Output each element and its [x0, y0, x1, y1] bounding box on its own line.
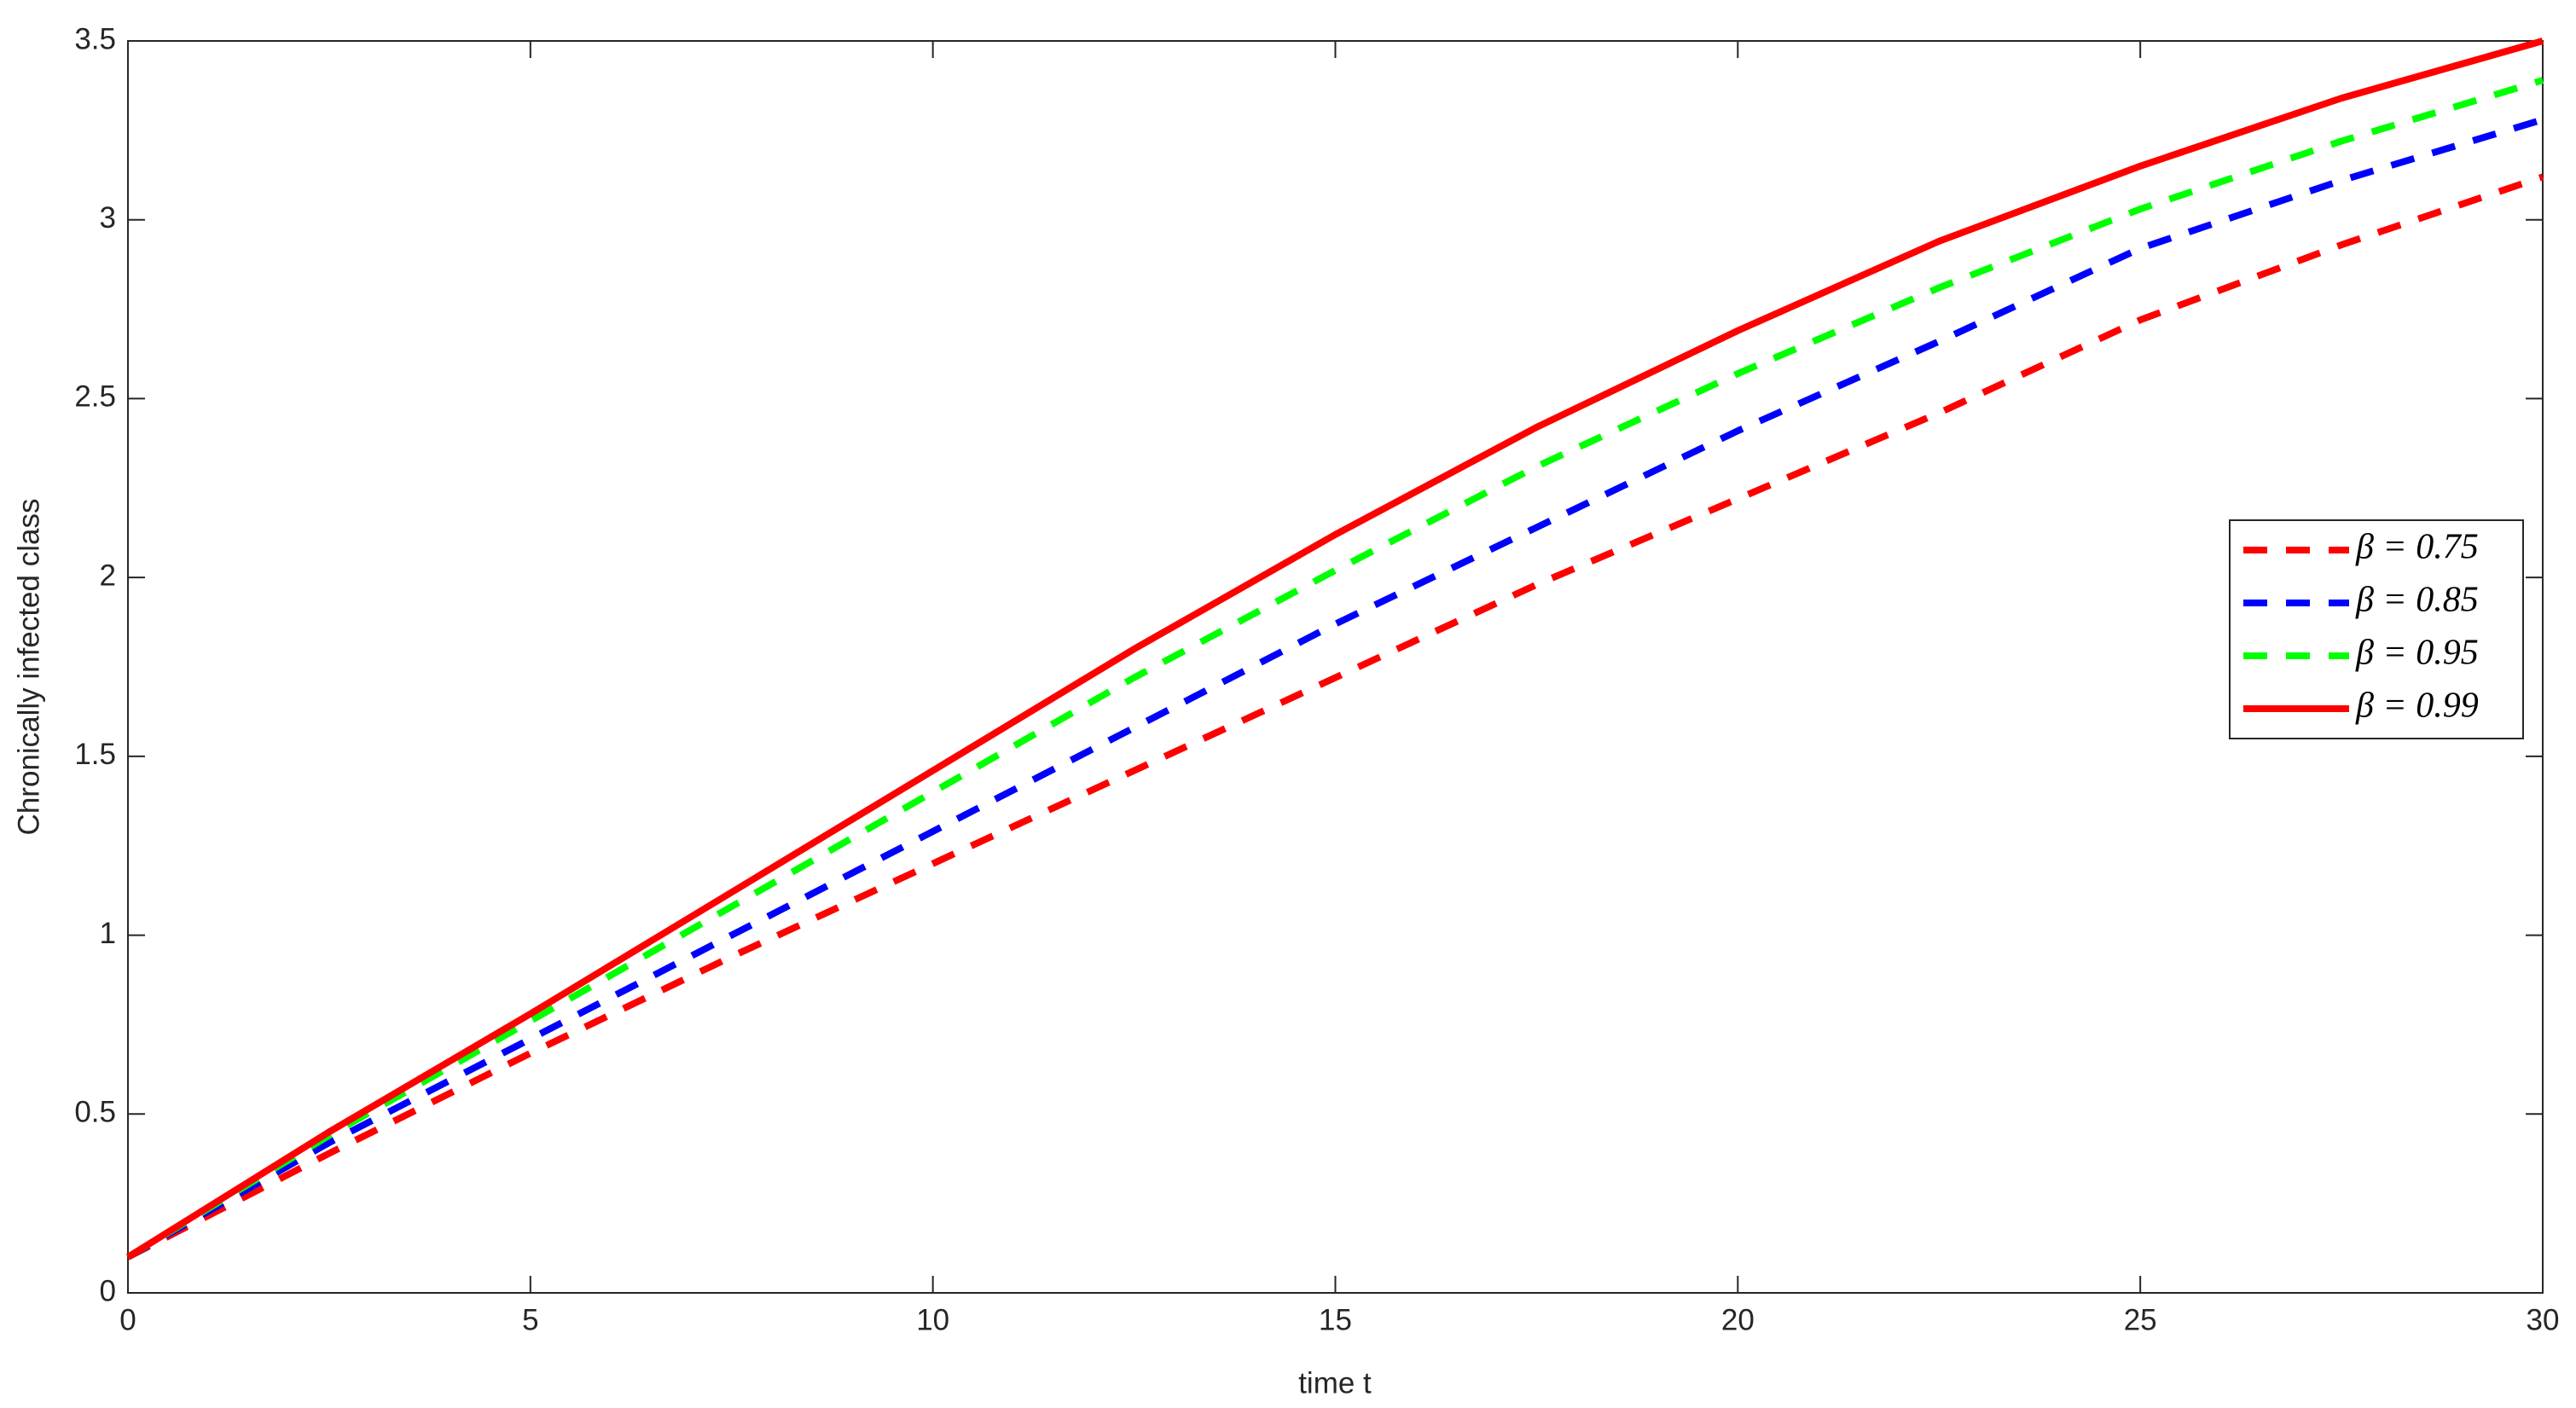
legend-label: β = 0.99 [2355, 687, 2479, 726]
x-tick-label: 25 [2124, 1303, 2157, 1336]
legend-label: β = 0.85 [2355, 581, 2479, 620]
series-line [125, 38, 2544, 1260]
legend-label: β = 0.75 [2355, 528, 2479, 567]
y-tick-label: 3.5 [74, 22, 116, 55]
series-line [126, 173, 2544, 1260]
y-tick-label: 1.5 [74, 738, 116, 771]
x-tick-label: 15 [1319, 1303, 1352, 1336]
y-tick-label: 3 [100, 201, 116, 235]
y-tick-label: 1 [100, 917, 116, 950]
x-tick-label: 10 [916, 1303, 949, 1336]
y-axis-label: Chronically infected class [12, 499, 45, 836]
x-axis-label: time t [1298, 1366, 1372, 1399]
plot-area [127, 40, 2544, 1294]
x-tick-label: 30 [2527, 1303, 2560, 1336]
y-tick-label: 0 [100, 1274, 116, 1307]
y-tick-label: 2.5 [74, 380, 116, 414]
x-tick-label: 5 [522, 1303, 538, 1336]
x-tick-label: 0 [119, 1303, 136, 1336]
y-tick-label: 0.5 [74, 1096, 116, 1129]
y-tick-label: 2 [100, 559, 116, 592]
legend-label: β = 0.95 [2355, 634, 2479, 673]
x-tick-label: 20 [1721, 1303, 1755, 1336]
series-line [125, 77, 2544, 1260]
legend-box [2229, 519, 2524, 739]
